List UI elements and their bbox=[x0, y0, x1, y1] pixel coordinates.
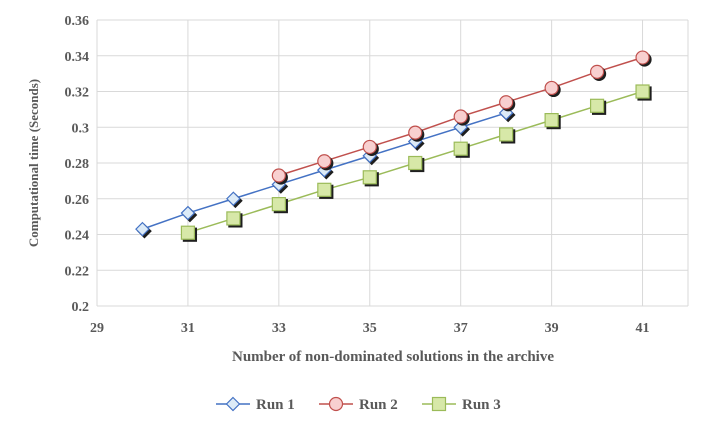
data-point bbox=[589, 98, 605, 113]
data-point bbox=[271, 168, 286, 183]
series-3 bbox=[180, 84, 652, 242]
series-1 bbox=[135, 105, 516, 239]
gridlines bbox=[96, 19, 689, 307]
y-tick-label: 0.32 bbox=[65, 86, 90, 101]
x-tick-label: 37 bbox=[454, 321, 468, 336]
data-point bbox=[408, 125, 423, 140]
data-point bbox=[226, 191, 241, 207]
y-tick-label: 0.28 bbox=[65, 157, 90, 172]
legend-marker bbox=[225, 396, 241, 412]
x-axis-label: Number of non-dominated solutions in the… bbox=[232, 349, 554, 365]
axes: 0.2 0.22 0.24 0.26 0.28 0.3 0.32 0.34 0.36 29 31 33… bbox=[65, 14, 650, 336]
legend-item: Run 3 bbox=[422, 396, 501, 413]
data-point bbox=[635, 50, 650, 65]
y-tick-label: 0.36 bbox=[65, 14, 90, 29]
legend-label: Run 2 bbox=[359, 397, 398, 413]
legend-label: Run 1 bbox=[256, 397, 295, 413]
y-tick-label: 0.2 bbox=[72, 300, 90, 315]
data-point bbox=[635, 84, 650, 99]
x-tick-label: 39 bbox=[545, 321, 559, 336]
data-point bbox=[362, 139, 377, 155]
data-point bbox=[589, 64, 605, 79]
y-tick-label: 0.26 bbox=[65, 193, 90, 208]
data-point bbox=[499, 95, 514, 110]
x-tick-label: 35 bbox=[363, 321, 377, 336]
data-point bbox=[226, 211, 241, 226]
data-point bbox=[317, 154, 332, 169]
data-point bbox=[317, 182, 332, 197]
data-point bbox=[544, 80, 559, 96]
series-plot bbox=[135, 50, 652, 242]
legend-marker bbox=[328, 396, 344, 412]
y-tick-label: 0.22 bbox=[65, 264, 90, 279]
y-axis-label: Computational time (Seconds) bbox=[26, 79, 41, 247]
legend-marker bbox=[431, 396, 447, 412]
y-tick-label: 0.24 bbox=[65, 229, 90, 244]
data-point bbox=[362, 170, 377, 185]
data-point bbox=[544, 112, 559, 128]
x-tick-label: 33 bbox=[272, 321, 286, 336]
legend: Run 1 Run 2 Run 3 bbox=[216, 396, 501, 413]
x-tick-label: 41 bbox=[636, 321, 650, 336]
x-tick-label: 29 bbox=[90, 321, 104, 336]
data-point bbox=[271, 197, 286, 212]
data-point bbox=[180, 205, 196, 221]
data-point bbox=[408, 155, 423, 171]
legend-item: Run 2 bbox=[319, 396, 398, 413]
legend-label: Run 3 bbox=[462, 397, 501, 413]
x-tick-label: 31 bbox=[181, 321, 195, 336]
series-2 bbox=[271, 50, 652, 185]
legend-item: Run 1 bbox=[216, 396, 295, 413]
data-point bbox=[499, 127, 514, 142]
data-point bbox=[135, 221, 150, 237]
y-tick-label: 0.3 bbox=[72, 121, 90, 136]
y-tick-label: 0.34 bbox=[65, 50, 90, 65]
data-point bbox=[453, 141, 468, 156]
data-point bbox=[180, 225, 196, 240]
data-point bbox=[453, 109, 468, 124]
